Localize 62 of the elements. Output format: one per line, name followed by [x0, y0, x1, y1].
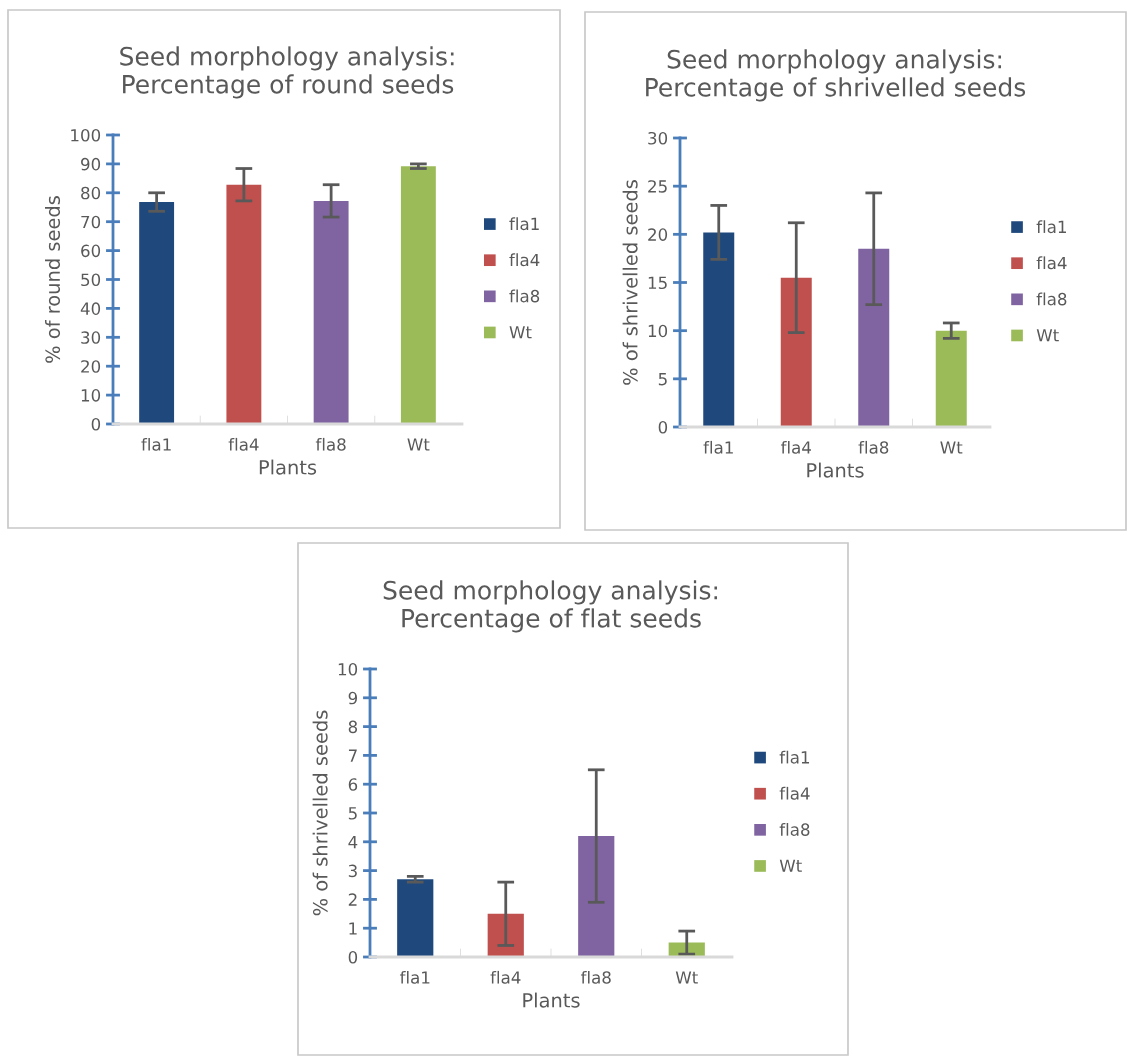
legend-label: fla1: [1036, 220, 1066, 234]
y-tick-label: 10: [81, 389, 101, 402]
y-tick-label: 40: [80, 302, 101, 315]
y-tick-label: 60: [81, 244, 101, 258]
legend-label: fla8: [779, 823, 810, 836]
x-tick-label: Wt: [940, 441, 963, 454]
y-tick-label: 1: [349, 922, 357, 935]
x-tick-label: fla8: [580, 970, 611, 984]
y-tick-label: 9: [348, 691, 358, 705]
legend-label: fla8: [1036, 292, 1067, 306]
y-tick-label: 100: [71, 128, 101, 142]
y-tick-label: 0: [658, 420, 668, 434]
legend-label: fla4: [509, 253, 540, 267]
legend-label: Wt: [1036, 329, 1059, 342]
x-axis-title: Plants: [523, 992, 580, 1008]
chart-title: Seed morphology analysis: Percentage of shrivelled seeds: [646, 49, 1026, 102]
y-tick-label: 2: [348, 893, 357, 906]
y-tick-label: 6: [348, 778, 358, 791]
chart-title: Seed morphology analysis: Percentage of round seeds: [120, 46, 454, 99]
y-tick-label: 0: [91, 417, 101, 431]
x-tick-label: Wt: [407, 438, 430, 451]
y-axis-title: % of shrivelled seeds: [622, 180, 638, 385]
legend-label: fla8: [509, 289, 540, 303]
y-tick-label: 20: [648, 228, 668, 241]
y-tick-label: 5: [658, 373, 667, 386]
x-tick-label: fla1: [399, 970, 430, 984]
chart-title: Seed morphology analysis: Percentage of flat seeds: [383, 580, 718, 633]
legend-label: Wt: [779, 859, 802, 872]
y-tick-label: 7: [348, 749, 357, 762]
y-tick-label: 50: [81, 273, 101, 287]
y-tick-label: 70: [81, 215, 101, 229]
x-tick-label: fla4: [228, 437, 259, 451]
y-tick-label: 90: [81, 157, 101, 171]
y-tick-label: 30: [648, 131, 668, 145]
y-tick-label: 8: [348, 720, 358, 734]
legend-label: Wt: [509, 326, 532, 339]
x-tick-label: fla4: [490, 970, 521, 984]
legend-label: fla1: [509, 217, 539, 231]
x-tick-label: fla1: [141, 437, 171, 451]
x-tick-label: fla8: [315, 437, 346, 451]
x-axis-title: Plants: [259, 459, 317, 475]
legend-label: fla1: [779, 750, 810, 764]
y-tick-label: 0: [348, 950, 358, 964]
y-tick-label: 30: [81, 331, 101, 344]
legend-label: fla4: [779, 786, 810, 800]
y-tick-label: 10: [338, 662, 358, 676]
x-tick-label: fla4: [780, 440, 811, 454]
y-tick-label: 3: [348, 864, 357, 878]
y-tick-label: 15: [648, 276, 667, 290]
y-tick-label: 5: [348, 807, 357, 820]
y-axis-title: % of shrivelled seeds: [312, 710, 328, 916]
y-tick-label: 25: [648, 180, 667, 193]
y-axis-title: % of round seeds: [45, 196, 61, 363]
x-tick-label: Wt: [675, 971, 698, 984]
legend-label: fla4: [1036, 256, 1067, 270]
y-tick-label: 80: [81, 186, 101, 200]
x-axis-title: Plants: [807, 462, 864, 478]
y-tick-label: 20: [81, 360, 101, 373]
x-tick-label: fla8: [858, 440, 889, 454]
x-tick-label: fla1: [703, 440, 733, 454]
y-tick-label: 4: [348, 835, 358, 849]
y-tick-label: 10: [648, 324, 668, 338]
